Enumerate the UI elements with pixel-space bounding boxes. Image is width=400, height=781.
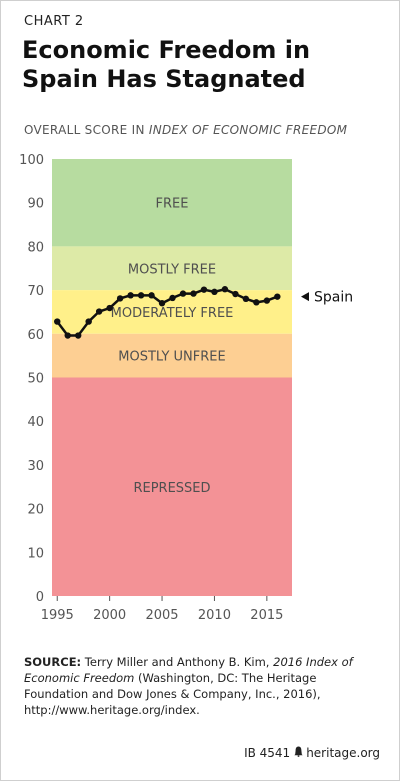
y-tick-label: 80 bbox=[27, 240, 44, 255]
x-tick-label: 2010 bbox=[198, 608, 231, 623]
source-label: SOURCE: bbox=[24, 655, 82, 669]
data-point bbox=[274, 293, 281, 300]
data-point bbox=[263, 297, 271, 304]
data-point bbox=[95, 308, 103, 315]
data-point bbox=[200, 286, 208, 293]
data-point bbox=[158, 300, 166, 307]
data-point bbox=[137, 292, 145, 299]
source-text-before: Terry Miller and Anthony B. Kim, bbox=[81, 655, 274, 669]
band-label-free: FREE bbox=[156, 197, 189, 212]
chart-number: CHART 2 bbox=[24, 14, 84, 29]
data-point bbox=[85, 318, 92, 325]
data-point bbox=[106, 304, 113, 312]
y-tick-label: 100 bbox=[19, 153, 44, 168]
report-id: IB 4541 bbox=[244, 746, 291, 760]
subtitle-prefix: OVERALL SCORE IN bbox=[24, 123, 149, 137]
data-point bbox=[127, 292, 134, 299]
band-free bbox=[52, 159, 292, 247]
x-tick-label: 2005 bbox=[145, 608, 178, 623]
data-point bbox=[54, 318, 61, 325]
data-point bbox=[221, 286, 229, 293]
liberty-bell-icon bbox=[294, 746, 303, 760]
data-point bbox=[179, 290, 187, 297]
source-italic: 2016 Index of Economic Freedom bbox=[24, 655, 353, 685]
series-label-pointer bbox=[301, 292, 309, 302]
data-point bbox=[232, 290, 239, 298]
y-tick-label: 10 bbox=[27, 546, 44, 561]
band-mostly-free bbox=[52, 246, 292, 291]
footer: IB 4541 heritage.org bbox=[244, 746, 380, 760]
series-label-spain: Spain bbox=[314, 290, 353, 306]
source-note: SOURCE: Terry Miller and Anthony B. Kim,… bbox=[24, 654, 380, 718]
y-tick-label: 30 bbox=[27, 459, 44, 474]
y-tick-label: 40 bbox=[27, 415, 44, 430]
band-label-moderately-free: MODERATELY FREE bbox=[111, 306, 234, 321]
data-point bbox=[253, 299, 260, 306]
x-tick-label: 1995 bbox=[41, 608, 74, 623]
y-tick-label: 60 bbox=[27, 328, 44, 343]
chart-subtitle: OVERALL SCORE IN INDEX OF ECONOMIC FREED… bbox=[24, 123, 347, 137]
data-point bbox=[211, 288, 218, 296]
y-tick-label: 0 bbox=[36, 590, 44, 605]
source-text-after: (Washington, DC: The Heritage Foundation… bbox=[24, 671, 321, 717]
data-point bbox=[148, 292, 155, 299]
y-tick-label: 70 bbox=[27, 284, 44, 299]
band-label-mostly-free: MOSTLY FREE bbox=[128, 262, 216, 277]
series-line-spain bbox=[56, 287, 278, 337]
x-tick-label: 2015 bbox=[250, 608, 283, 623]
band-repressed bbox=[52, 377, 292, 596]
band-mostly-unfree bbox=[52, 333, 292, 378]
data-point bbox=[242, 295, 250, 303]
chart-title: Economic Freedom in Spain Has Stagnated bbox=[22, 36, 311, 93]
band-label-repressed: REPRESSED bbox=[133, 481, 210, 496]
y-tick-label: 90 bbox=[27, 197, 44, 212]
site-link[interactable]: heritage.org bbox=[306, 746, 380, 760]
data-point bbox=[190, 290, 197, 297]
data-point bbox=[64, 332, 71, 339]
chart-svg: FREE MOSTLY FREE MODERATELY FREE MOSTLY UNF… bbox=[19, 153, 353, 623]
x-tick-label: 2000 bbox=[93, 608, 126, 623]
data-point bbox=[169, 294, 176, 302]
band-label-mostly-unfree: MOSTLY UNFREE bbox=[118, 350, 225, 365]
y-tick-label: 20 bbox=[27, 503, 44, 518]
data-point bbox=[116, 295, 124, 302]
subtitle-italic: INDEX OF ECONOMIC FREEDOM bbox=[148, 123, 348, 137]
data-point bbox=[75, 332, 82, 339]
y-tick-label: 50 bbox=[27, 372, 44, 387]
